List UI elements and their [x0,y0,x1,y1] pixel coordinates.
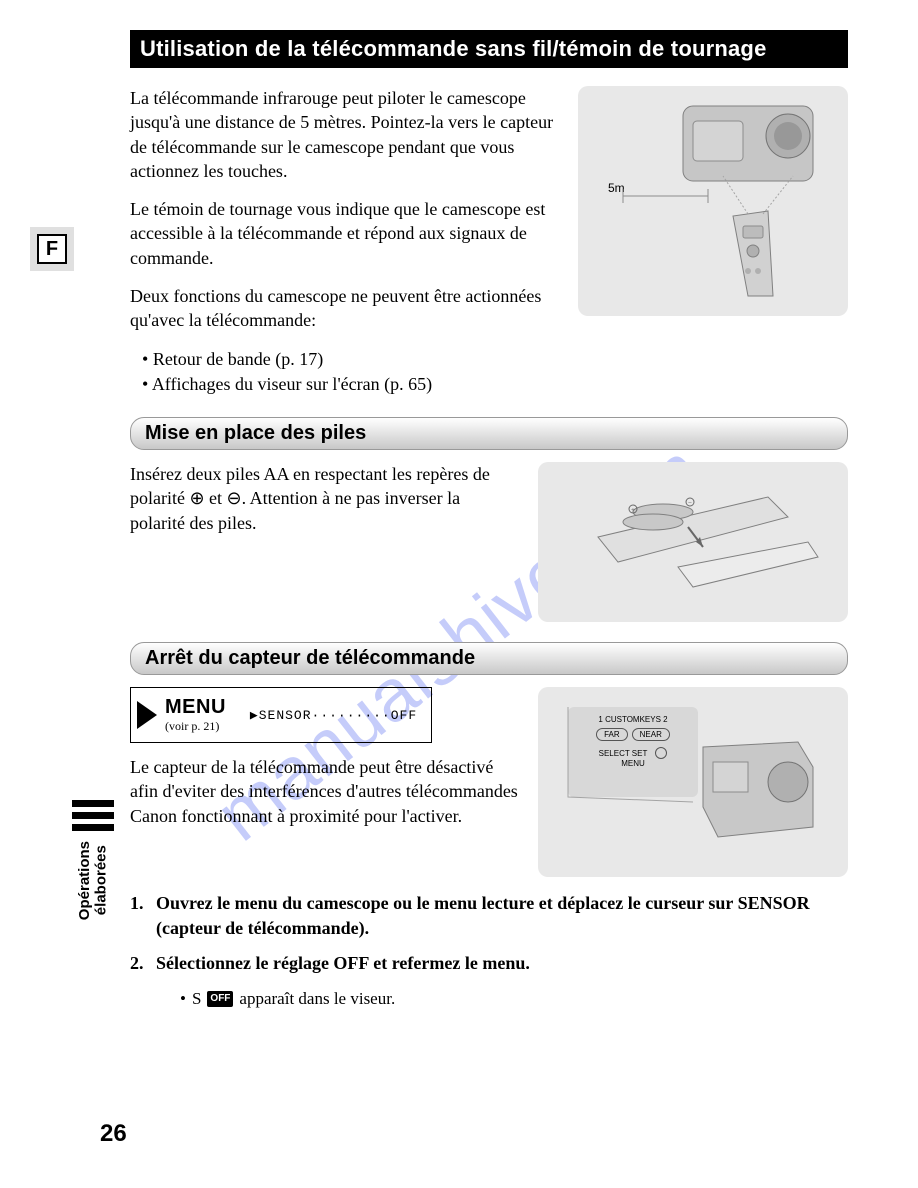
intro-bullets: Retour de bande (p. 17) Affichages du vi… [130,347,558,397]
camcorder-side-icon [538,687,828,857]
illustration-remote-camcorder: 5m [578,86,848,316]
step-number-2: 2. [130,951,156,976]
camcorder-remote-icon [593,96,833,306]
menu-sublabel: (voir p. 21) [165,719,226,734]
step-text-2: Sélectionnez le réglage OFF et refermez … [156,951,530,976]
batteries-heading: Mise en place des piles [130,417,848,450]
page-number: 26 [100,1120,127,1148]
menu-label: MENU [165,696,226,719]
sensor-heading: Arrêt du capteur de télécommande [130,642,848,675]
batteries-text: Insérez deux piles AA en respectant les … [130,462,518,535]
main-heading: Utilisation de la télécommande sans fil/… [130,30,848,68]
svg-text:−: − [688,499,692,507]
intro-bullet-2: Affichages du viseur sur l'écran (p. 65) [142,372,558,397]
menu-arrow-icon [137,701,157,729]
steps-list: 1. Ouvrez le menu du camescope ou le men… [130,891,848,1010]
intro-paragraph-3: Deux fonctions du camescope ne peuvent ê… [130,284,558,333]
illustration-batteries: + − [538,462,848,622]
intro-paragraph-1: La télécommande infrarouge peut piloter … [130,86,558,183]
illustration-camcorder-menu: 1 CUSTOMKEYS 2 FAR NEAR SELECT SET MENU [538,687,848,877]
battery-insertion-icon: + − [548,467,838,617]
menu-box: MENU (voir p. 21) ▶SENSOR·········OFF [130,687,432,743]
intro-bullet-1: Retour de bande (p. 17) [142,347,558,372]
step-2-sub: • S OFF apparaît dans le viseur. [180,987,848,1011]
step-2-sub-prefix: S [192,987,201,1011]
step-text-1: Ouvrez le menu du camescope ou le menu l… [156,891,848,941]
step-number-1: 1. [130,891,156,941]
step-2-sub-suffix: apparaît dans le viseur. [239,987,395,1011]
menu-setting: ▶SENSOR·········OFF [250,708,417,723]
off-badge: OFF [207,991,233,1007]
sensor-text: Le capteur de la télécommande peut être … [130,755,520,828]
svg-text:+: + [631,506,635,514]
intro-paragraph-2: Le témoin de tournage vous indique que l… [130,197,558,270]
